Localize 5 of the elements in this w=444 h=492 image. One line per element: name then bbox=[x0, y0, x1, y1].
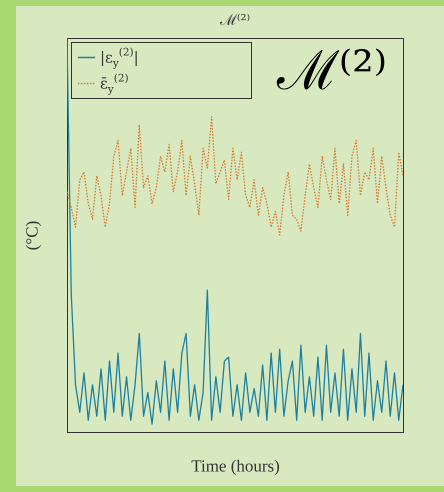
annotation: ℳ⁽²⁾ bbox=[276, 39, 387, 102]
chart-title: ℳ⁽²⁾ bbox=[218, 11, 250, 29]
y-axis-title: (°C) bbox=[22, 220, 42, 250]
legend-label: |ε$_{y}$$^{(2)}$| bbox=[100, 46, 139, 70]
x-axis-title: Time (hours) bbox=[191, 456, 280, 476]
